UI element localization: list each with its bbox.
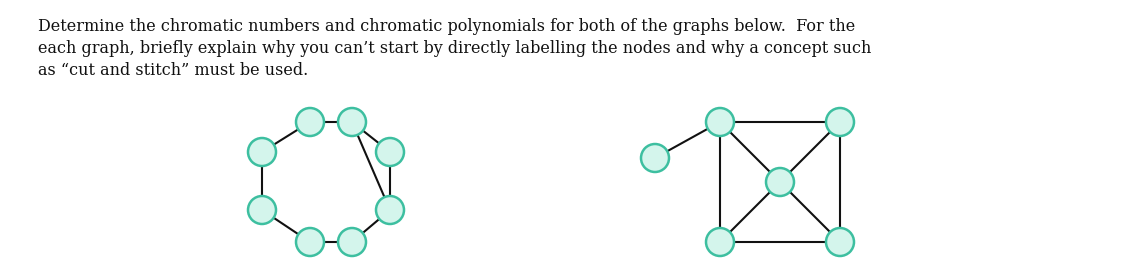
Circle shape — [376, 196, 404, 224]
Circle shape — [248, 196, 276, 224]
Circle shape — [706, 228, 734, 256]
Circle shape — [248, 138, 276, 166]
Circle shape — [765, 168, 794, 196]
Circle shape — [826, 108, 854, 136]
Text: each graph, briefly explain why you can’t start by directly labelling the nodes : each graph, briefly explain why you can’… — [39, 40, 871, 57]
Circle shape — [296, 108, 324, 136]
Circle shape — [826, 228, 854, 256]
Circle shape — [338, 228, 366, 256]
Circle shape — [641, 144, 669, 172]
Circle shape — [338, 108, 366, 136]
Circle shape — [376, 138, 404, 166]
Circle shape — [296, 228, 324, 256]
Circle shape — [706, 108, 734, 136]
Text: Determine the chromatic numbers and chromatic polynomials for both of the graphs: Determine the chromatic numbers and chro… — [39, 18, 855, 35]
Text: as “cut and stitch” must be used.: as “cut and stitch” must be used. — [39, 62, 308, 79]
